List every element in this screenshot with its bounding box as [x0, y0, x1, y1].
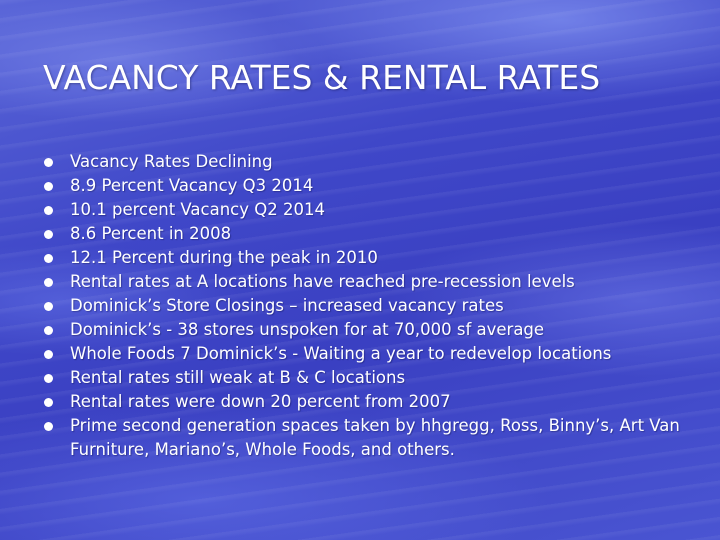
bullet-item: Dominick’s - 38 stores unspoken for at 7…: [43, 318, 683, 342]
bullet-text: 10.1 percent Vacancy Q2 2014: [70, 200, 325, 219]
bullet-dot-icon: [44, 326, 53, 335]
bullet-item: 10.1 percent Vacancy Q2 2014: [43, 198, 683, 222]
bullet-item: 8.9 Percent Vacancy Q3 2014: [43, 174, 683, 198]
bullet-item: Whole Foods 7 Dominick’s - Waiting a yea…: [43, 342, 683, 366]
bullet-item: Vacancy Rates Declining: [43, 150, 683, 174]
bullet-dot-icon: [44, 158, 53, 167]
bullet-item: Dominick’s Store Closings – increased va…: [43, 294, 683, 318]
bullet-dot-icon: [44, 374, 53, 383]
bullet-dot-icon: [44, 398, 53, 407]
bullet-text: Dominick’s Store Closings – increased va…: [70, 296, 504, 315]
bullet-item: Prime second generation spaces taken by …: [43, 414, 683, 462]
bullet-dot-icon: [44, 278, 53, 287]
bullet-dot-icon: [44, 254, 53, 263]
bullet-text: Rental rates at A locations have reached…: [70, 272, 575, 291]
bullet-dot-icon: [44, 302, 53, 311]
bullet-dot-icon: [44, 206, 53, 215]
slide-title: VACANCY RATES & RENTAL RATES: [43, 58, 601, 97]
bullet-text: 8.9 Percent Vacancy Q3 2014: [70, 176, 314, 195]
bullet-dot-icon: [44, 230, 53, 239]
bullet-dot-icon: [44, 350, 53, 359]
bullet-text: Prime second generation spaces taken by …: [70, 416, 680, 459]
bullet-text: Dominick’s - 38 stores unspoken for at 7…: [70, 320, 545, 339]
bullet-list: Vacancy Rates Declining 8.9 Percent Vaca…: [43, 150, 683, 462]
bullet-text: Whole Foods 7 Dominick’s - Waiting a yea…: [70, 344, 612, 363]
bullet-item: 8.6 Percent in 2008: [43, 222, 683, 246]
bullet-text: Rental rates still weak at B & C locatio…: [70, 368, 406, 387]
bullet-text: Rental rates were down 20 percent from 2…: [70, 392, 451, 411]
bullet-dot-icon: [44, 182, 53, 191]
bullet-item: Rental rates still weak at B & C locatio…: [43, 366, 683, 390]
bullet-item: Rental rates were down 20 percent from 2…: [43, 390, 683, 414]
bullet-text: Vacancy Rates Declining: [70, 152, 273, 171]
bullet-dot-icon: [44, 422, 53, 431]
bullet-item: 12.1 Percent during the peak in 2010: [43, 246, 683, 270]
bullet-item: Rental rates at A locations have reached…: [43, 270, 683, 294]
bullet-text: 12.1 Percent during the peak in 2010: [70, 248, 378, 267]
bullet-text: 8.6 Percent in 2008: [70, 224, 232, 243]
